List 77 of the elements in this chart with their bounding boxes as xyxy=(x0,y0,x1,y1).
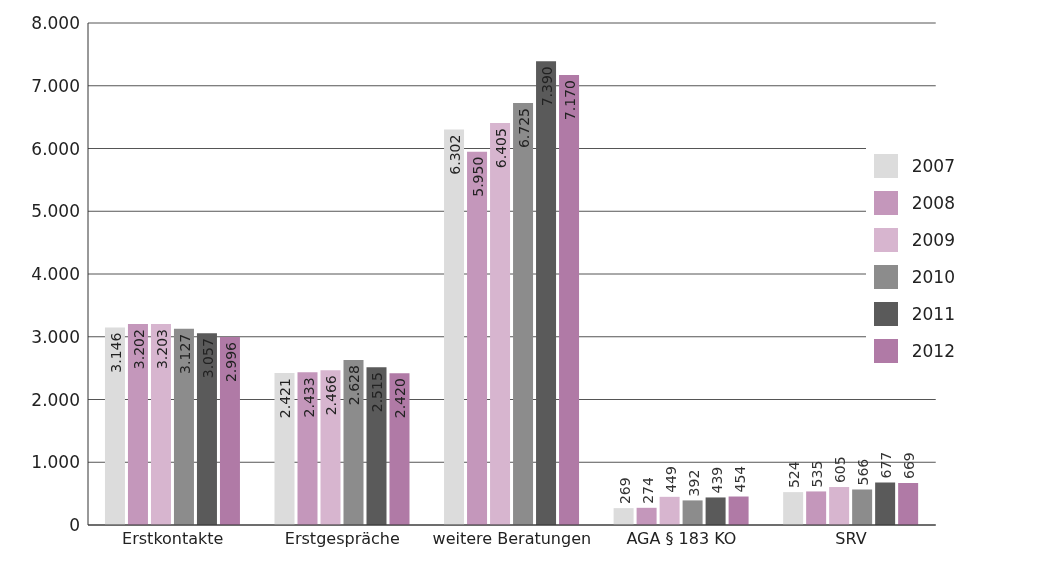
bar xyxy=(806,491,827,525)
x-tick-label: Erstgespräche xyxy=(284,529,400,549)
bar xyxy=(513,103,534,525)
data-label: 2.628 xyxy=(346,365,363,406)
data-label: 269 xyxy=(616,477,633,505)
bar xyxy=(705,497,726,525)
bar xyxy=(150,324,171,525)
data-label: 2.996 xyxy=(222,341,239,383)
legend-label: 2010 xyxy=(911,266,955,287)
bar xyxy=(682,500,703,525)
bar xyxy=(297,372,318,525)
data-label: 3.127 xyxy=(176,333,193,374)
data-label: 566 xyxy=(855,458,872,486)
y-tick-label: 4.000 xyxy=(31,264,80,285)
data-label: 2.420 xyxy=(392,378,409,419)
data-label: 2.515 xyxy=(369,372,386,413)
y-tick-label: 8.000 xyxy=(31,13,80,34)
data-label: 7.390 xyxy=(539,66,556,107)
y-tick-label: 2.000 xyxy=(31,389,80,410)
bar xyxy=(444,129,465,525)
data-label: 2.433 xyxy=(300,377,317,418)
data-label: 677 xyxy=(878,451,895,479)
bar xyxy=(490,123,511,525)
data-label: 6.302 xyxy=(447,134,464,175)
data-label: 5.950 xyxy=(470,156,487,197)
x-tick-label: weitere Beratungen xyxy=(432,529,592,549)
bar xyxy=(659,496,680,525)
bar xyxy=(127,324,148,525)
data-label: 2.466 xyxy=(323,375,340,416)
x-tick-label: AGA § 183 KO xyxy=(626,529,737,549)
bar xyxy=(852,489,873,525)
bar xyxy=(389,373,410,525)
data-label: 439 xyxy=(708,466,725,494)
data-label: 3.057 xyxy=(199,338,216,379)
data-label: 7.170 xyxy=(562,80,579,121)
bar xyxy=(829,487,850,525)
bar xyxy=(783,492,804,525)
data-label: 2.421 xyxy=(277,378,294,419)
data-label: 524 xyxy=(786,461,803,489)
y-tick-label: 6.000 xyxy=(31,138,80,159)
legend-label: 2012 xyxy=(911,340,955,361)
legend-label: 2009 xyxy=(911,229,955,250)
legend-label: 2007 xyxy=(911,155,955,176)
data-label: 3.203 xyxy=(153,329,170,370)
bar xyxy=(875,482,896,525)
bar xyxy=(173,328,194,525)
bar xyxy=(320,370,341,525)
bar xyxy=(559,75,580,525)
bar xyxy=(467,151,488,525)
data-label: 669 xyxy=(901,452,918,480)
bar xyxy=(636,507,657,525)
y-tick-label: 3.000 xyxy=(31,326,80,347)
y-tick-label: 0 xyxy=(69,515,80,536)
data-label: 3.202 xyxy=(130,329,147,370)
data-label: 6.725 xyxy=(516,108,533,149)
x-tick-label: Erstkontakte xyxy=(122,529,224,549)
bar xyxy=(104,327,125,525)
data-label: 449 xyxy=(662,466,679,493)
data-label: 535 xyxy=(809,460,826,488)
data-label: 605 xyxy=(832,456,849,484)
bar xyxy=(613,508,634,525)
bar xyxy=(219,337,240,525)
y-tick-label: 5.000 xyxy=(31,201,80,222)
data-label: 274 xyxy=(639,476,656,504)
data-label: 6.405 xyxy=(493,128,510,169)
y-tick-label: 1.000 xyxy=(31,452,80,473)
bar xyxy=(274,373,295,525)
legend-label: 2011 xyxy=(911,303,955,324)
y-tick-label: 7.000 xyxy=(31,75,80,96)
bar xyxy=(728,496,749,525)
x-tick-label: SRV xyxy=(835,529,867,549)
bar xyxy=(898,483,919,525)
bar xyxy=(343,360,364,525)
data-label: 454 xyxy=(731,465,748,493)
data-label: 3.146 xyxy=(107,332,124,373)
data-label: 392 xyxy=(685,469,702,497)
legend-label: 2008 xyxy=(911,192,955,213)
